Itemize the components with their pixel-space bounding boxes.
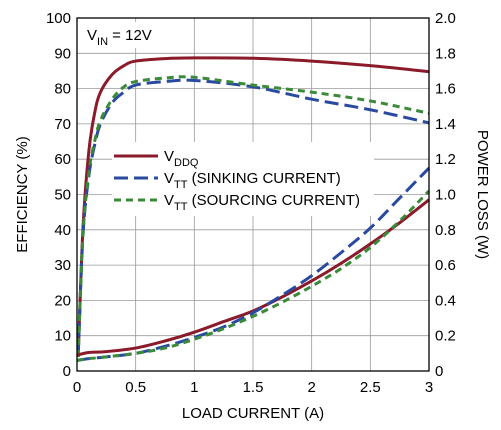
y-left-tick-label: 100 [46,10,71,27]
x-tick-label: 1.5 [243,379,264,396]
y-right-tick-label: 1.2 [435,151,456,168]
y-right-tick-label: 0.4 [435,292,456,309]
legend: VDDQ VTT (SINKING CURRENT) VTT (SOURCING… [112,142,374,216]
x-tick-label: 0 [73,379,81,396]
y-right-tick-label: 1.0 [435,187,456,204]
x-tick-label: 1 [190,379,198,396]
x-tick-label: 2 [307,379,315,396]
legend-item-vtt-sinking: VTT (SINKING CURRENT) [114,170,341,191]
vin-annotation: VIN = 12V [87,27,152,48]
legend-label-vddq: VDDQ [164,148,199,169]
legend-item-vddq: VDDQ [114,148,199,169]
x-tick-label: 3 [425,379,433,396]
y-right-tick-label: 0.2 [435,328,456,345]
y-right-tick-label: 1.4 [435,116,456,133]
series-lines [76,56,431,362]
y-left-tick-label: 90 [54,45,71,62]
y-right-tick-label: 1.8 [435,45,456,62]
y-left-tick-label: 80 [54,81,71,98]
y-left-tick-label: 60 [54,151,71,168]
y-axis-right-title: POWER LOSS (W) [474,130,491,259]
y-left-tick-label: 50 [54,187,71,204]
y-left-tick-label: 70 [54,116,71,133]
x-tick-label: 0.5 [125,379,146,396]
tick-labels: 0 0.5 1 1.5 2 2.5 3010203040506070809010000.20… [46,10,456,396]
legend-label-vtt-sinking: VTT (SINKING CURRENT) [164,170,341,191]
y-left-tick-label: 30 [54,257,71,274]
series-vtt-source-loss [76,189,431,362]
vin-annotation-box: VIN = 12V [81,22,177,48]
y-right-tick-label: 1.6 [435,81,456,98]
y-left-tick-label: 0 [63,363,71,380]
series-vddq-eff [76,56,430,357]
y-right-tick-label: 0.8 [435,222,456,239]
series-vddq-loss [76,198,430,357]
series-vtt-source-eff [76,75,430,357]
legend-label-vtt-sourcing: VTT (SOURCING CURRENT) [164,192,360,213]
series-vtt-sink-loss [76,166,431,362]
plot-frame [76,17,430,372]
y-left-tick-label: 40 [54,222,71,239]
y-right-tick-label: 0 [435,363,443,380]
y-axis-left-title: EFFICIENCY (%) [14,136,31,252]
x-axis-title: LOAD CURRENT (A) [182,405,324,422]
y-right-tick-label: 2.0 [435,10,456,27]
y-right-tick-label: 0.6 [435,257,456,274]
y-left-tick-label: 20 [54,292,71,309]
y-left-tick-label: 10 [54,328,71,345]
x-tick-label: 2.5 [360,379,381,396]
legend-item-vtt-sourcing: VTT (SOURCING CURRENT) [114,192,360,213]
